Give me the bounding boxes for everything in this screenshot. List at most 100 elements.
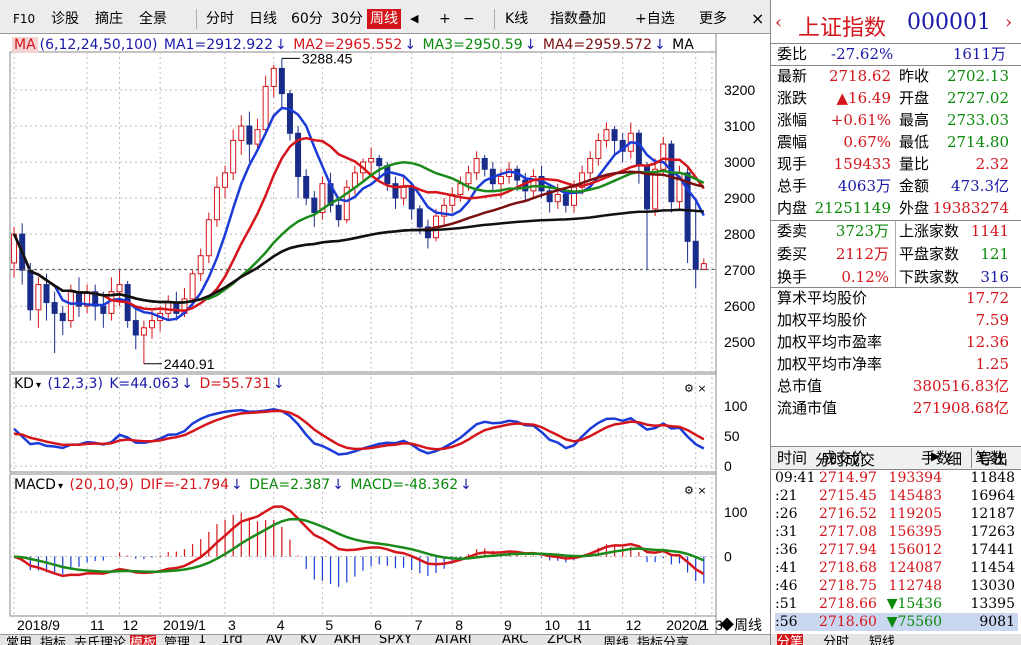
bottom-tab[interactable]: ATARI: [435, 634, 472, 645]
x-tick-label: 2020/1: [666, 617, 709, 633]
ma-line-24: [12, 160, 705, 304]
tick-row[interactable]: :21 2715.45 145483 16964: [775, 487, 1018, 505]
weimai-label: 委卖: [777, 222, 808, 240]
next-index-icon[interactable]: ›: [1005, 12, 1013, 33]
candle-body: [562, 193, 569, 206]
ma-line-12: [12, 136, 705, 312]
zhaizhuang-button[interactable]: 摘庄: [95, 11, 123, 27]
candle-body: [603, 129, 610, 141]
weimai2-value: 2112万: [835, 245, 889, 263]
tick-price: 2718.66: [819, 596, 877, 612]
panel-settings-icon[interactable]: ⚙ ×: [684, 382, 707, 395]
bottom-tab[interactable]: 指标分享: [637, 636, 690, 645]
play-icon[interactable]: ▶: [931, 449, 941, 463]
candle-body: [692, 240, 699, 270]
kd-k-value: K=44.063: [109, 376, 180, 392]
candle-body: [189, 273, 196, 300]
candle-body: [343, 186, 350, 221]
right-bottom-tab[interactable]: 短线: [869, 635, 896, 645]
tick-row[interactable]: 09:41 2714.97 193394 11848: [775, 469, 1018, 487]
candle-body: [116, 284, 123, 293]
candle-body: [278, 67, 285, 95]
zongshou-value: 4063万: [837, 177, 891, 195]
tick-row[interactable]: :56 2718.60 ▼75560 9081: [775, 613, 1018, 631]
add-watchlist-button[interactable]: +自选: [635, 11, 675, 27]
zhangdie-row: 涨跌 ▲16.49 开盘 2727.02: [771, 88, 1021, 109]
ma-indicator-name[interactable]: MA: [12, 37, 38, 53]
zhangdie-value: ▲16.49: [836, 89, 891, 107]
tick-count: 17263: [970, 524, 1015, 540]
zoom-in-button[interactable]: +: [439, 11, 451, 27]
candle-body: [652, 168, 659, 210]
jine-value: 473.3亿: [951, 177, 1009, 195]
bottom-tab[interactable]: 1: [198, 634, 207, 645]
bottom-tab[interactable]: 常用: [6, 636, 33, 645]
stat-value: 7.59: [975, 311, 1009, 329]
kd-indicator-legend: KD ▾ (12,3,3) K=44.063 ↓ D=55.731 ↓: [14, 376, 287, 392]
bottom-tab[interactable]: 周线: [603, 636, 630, 645]
candle-body: [140, 327, 147, 336]
kline-type-button[interactable]: K线: [505, 11, 529, 27]
export-tab[interactable]: 导出: [978, 450, 1009, 468]
candle-body: [238, 125, 245, 141]
zuixin-row: 最新 2718.62 昨收 2702.13: [771, 66, 1021, 87]
bottom-tab[interactable]: 去氏理论: [74, 636, 127, 645]
30min-button[interactable]: 30分: [331, 11, 363, 27]
panel-settings-icon[interactable]: ⚙ ×: [684, 484, 707, 497]
bottom-tab[interactable]: 模板: [130, 635, 157, 645]
macd-indicator-legend: MACD ▾ (20,10,9) DIF=-21.794 ↓ DEA=2.387 ↓ …: [14, 477, 474, 493]
more-button[interactable]: 更多: [699, 11, 727, 27]
bottom-tab[interactable]: ZPCR: [547, 634, 582, 645]
bottom-tab[interactable]: 指标: [40, 636, 67, 645]
close-icon[interactable]: ×: [751, 9, 765, 28]
f10-button[interactable]: F10: [13, 12, 36, 26]
60min-button[interactable]: 60分: [291, 11, 323, 27]
candle-body: [368, 157, 375, 163]
tick-row[interactable]: :26 2716.52 119205 12187: [775, 505, 1018, 523]
index-overlay-button[interactable]: 指数叠加: [550, 11, 606, 27]
tick-row[interactable]: :36 2717.94 156012 17441: [775, 541, 1018, 559]
macd-dropdown-icon[interactable]: ▾: [57, 481, 63, 492]
zoom-out-button[interactable]: −: [463, 11, 475, 27]
period-dropdown-icon[interactable]: ◀: [410, 12, 419, 25]
fenshi-button[interactable]: 分时: [206, 11, 234, 27]
kline-chart-area[interactable]: 3200 3100 3000 2900 2800 2700 2600 2500 3288.45 2…: [0, 34, 770, 634]
kd-dropdown-icon[interactable]: ▾: [35, 380, 41, 391]
bottom-tab[interactable]: AKH: [334, 634, 362, 645]
macd-dif-value: DIF=-21.794: [140, 477, 230, 493]
bottom-tab[interactable]: AV: [266, 634, 283, 645]
candle-body: [262, 85, 269, 131]
tick-time: :56: [775, 614, 798, 630]
bottom-tab[interactable]: ARC: [502, 634, 529, 645]
bottom-tab[interactable]: SPXY: [379, 634, 412, 645]
bottom-tab[interactable]: 管理: [164, 636, 191, 645]
zhengu-button[interactable]: 诊股: [51, 11, 79, 27]
quanjing-button[interactable]: 全景: [139, 11, 167, 27]
right-bottom-tab[interactable]: 分笔: [777, 634, 804, 645]
detail-tab[interactable]: 细: [947, 450, 963, 468]
tick-row[interactable]: :31 2717.08 156395 17263: [775, 523, 1018, 541]
bottom-tab[interactable]: KV: [300, 634, 318, 645]
xianshou-row: 现手 159433 量比 2.32: [771, 154, 1021, 175]
tick-price: 2715.45: [819, 488, 877, 504]
x-tick-label: 8: [455, 617, 463, 633]
tick-volume: 156012: [888, 542, 942, 558]
prev-index-icon[interactable]: ‹: [775, 12, 783, 33]
flat-label: 平盘家数: [899, 245, 960, 263]
ma-params: (6,12,24,50,100): [39, 37, 158, 53]
macd-indicator-name[interactable]: MACD: [14, 477, 56, 493]
tick-volume: 145483: [888, 488, 942, 504]
x-tick-label: 2: [699, 617, 707, 633]
bottom-tab[interactable]: 1rd: [221, 634, 243, 645]
kd-y-tick: 100: [724, 398, 748, 414]
tick-row[interactable]: :46 2718.75 112748 13030: [775, 577, 1018, 595]
candle-body: [51, 302, 58, 314]
rixian-button[interactable]: 日线: [249, 11, 277, 27]
zhouxian-button[interactable]: 周线: [367, 9, 401, 29]
tick-row[interactable]: :51 2718.66 ▼15436 13395: [775, 595, 1018, 613]
right-bottom-tab[interactable]: 分时: [823, 635, 850, 645]
tick-row[interactable]: :41 2718.68 124087 11454: [775, 559, 1018, 577]
candle-body: [27, 269, 34, 311]
zhenfu-label: 震幅: [777, 133, 808, 151]
kd-indicator-name[interactable]: KD: [14, 376, 34, 392]
